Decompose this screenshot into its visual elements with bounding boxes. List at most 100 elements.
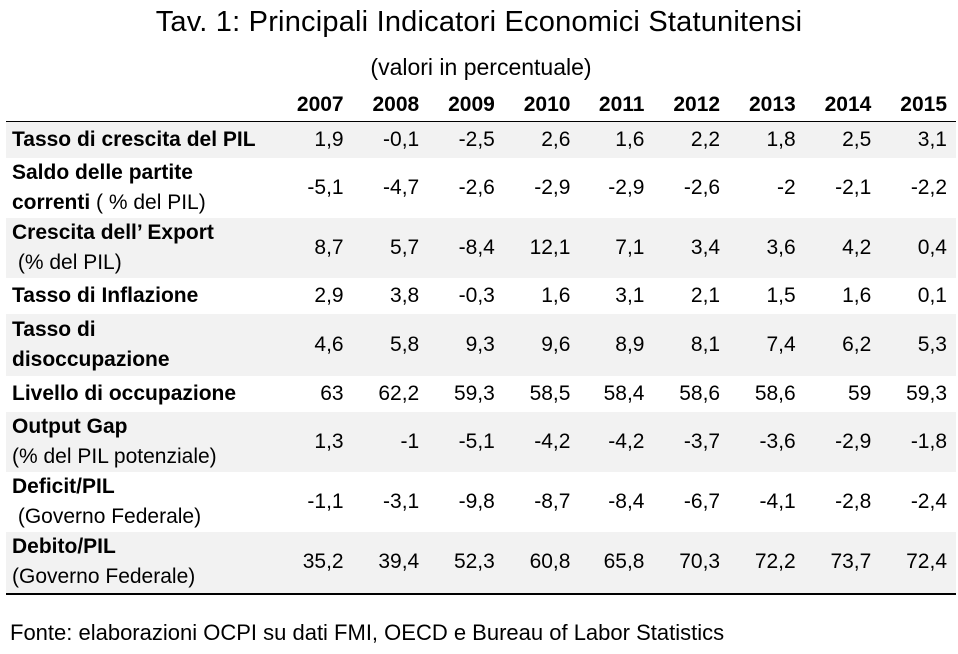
- row-label-main: Tasso di: [12, 317, 96, 341]
- value-cell: -9,8: [458, 489, 495, 513]
- row-label-main: Tasso di crescita del PIL: [12, 127, 256, 151]
- row-label-main: Deficit/PIL: [12, 474, 115, 498]
- value-cell: 52,3: [428, 531, 504, 595]
- value-cell: 2,9: [314, 283, 344, 307]
- year-header: 2015: [880, 89, 956, 122]
- source-note: Fonte: elaborazioni OCPI su dati FMI, OE…: [10, 620, 725, 645]
- table-body: Tasso di crescita del PIL 1,9 -0,1 -2,5 2,6 1…: [6, 121, 956, 595]
- row-label: Output Gap (% del PIL potenziale): [6, 411, 277, 472]
- value-cell: -2,4: [910, 489, 947, 513]
- value-cell: -2,9: [534, 175, 571, 199]
- value-cell: 59,3: [453, 381, 495, 405]
- value-cell: -1: [352, 411, 429, 472]
- value-cell: 2,5: [804, 121, 881, 158]
- value-cell: 58,6: [754, 381, 796, 405]
- value-cell: -2,9: [804, 411, 881, 472]
- row-label-main: Crescita dell’ Export: [12, 220, 214, 244]
- value-cell: -3,6: [729, 411, 805, 472]
- row-label-main: Saldo delle partite: [12, 160, 193, 184]
- value-cell: 1,6: [579, 121, 654, 158]
- value-cell: 58,6: [679, 381, 721, 405]
- value-cell: -2: [777, 175, 796, 199]
- value-cell: 73,7: [804, 531, 881, 595]
- indicators-table: 2007 2008 2009 2010 2011 2012 2013 2014 …: [6, 89, 956, 595]
- row-label-sub: (% del PIL potenziale): [12, 444, 217, 468]
- value-cell: 8,7: [277, 217, 353, 278]
- value-cell: 58,5: [529, 381, 571, 405]
- row-label-main: Debito/PIL: [12, 535, 116, 558]
- table-row: Debito/PIL (Governo Federale) 35,2 39,4 52,3…: [6, 531, 956, 595]
- row-label: Debito/PIL (Governo Federale): [6, 531, 277, 595]
- value-cell: 1,9: [277, 121, 353, 158]
- value-cell: 59,3: [906, 381, 947, 405]
- value-cell: -2,8: [835, 489, 872, 513]
- value-cell: 3,1: [880, 121, 956, 158]
- table-row: Livello di occupazione 63 62,2 59,3 58,5 58,4…: [6, 376, 956, 412]
- row-label: Tasso di crescita del PIL: [6, 121, 277, 158]
- row-label: Livello di occupazione: [6, 376, 277, 412]
- value-cell: -4,1: [759, 489, 796, 513]
- year-header: 2007: [277, 89, 353, 122]
- value-cell: 7,4: [729, 313, 805, 376]
- value-cell: 1,3: [277, 411, 353, 472]
- value-cell: 0,4: [880, 217, 956, 278]
- value-cell: 58,4: [603, 381, 645, 405]
- value-cell: 72,2: [729, 531, 805, 595]
- value-cell: 65,8: [579, 531, 654, 595]
- row-label-sub: (Governo Federale): [12, 504, 202, 528]
- value-cell: 39,4: [352, 531, 429, 595]
- year-header: 2009: [428, 89, 504, 122]
- value-cell: -4,2: [579, 411, 654, 472]
- table-row: Saldo delle partite correnti ( % del PIL)…: [6, 158, 956, 218]
- value-cell: -4,2: [503, 411, 580, 472]
- value-cell: 2,2: [653, 121, 730, 158]
- value-cell: -2,2: [910, 175, 947, 199]
- value-cell: 72,4: [880, 531, 956, 595]
- row-label-sub: (Governo Federale): [12, 565, 196, 588]
- table-subtitle: (valori in percentuale): [370, 54, 592, 80]
- value-cell: 62,2: [378, 381, 420, 405]
- value-cell: 5,3: [880, 313, 956, 376]
- table-row: Tasso di disoccupazione 4,6 5,8 9,3 9,6 8,9 8,1…: [6, 313, 956, 376]
- value-cell: 5,8: [352, 313, 429, 376]
- value-cell: -0,3: [458, 283, 495, 307]
- value-cell: -8,4: [608, 489, 645, 513]
- value-cell: -4,7: [383, 175, 420, 199]
- value-cell: -0,1: [352, 121, 429, 158]
- value-cell: 1,6: [842, 283, 872, 307]
- row-label: Saldo delle partite correnti ( % del PIL): [6, 158, 277, 218]
- value-cell: 4,2: [804, 217, 881, 278]
- row-label: Tasso di disoccupazione: [6, 313, 277, 376]
- row-label-sub: (% del PIL): [12, 250, 122, 274]
- value-cell: 9,3: [428, 313, 504, 376]
- row-label: Tasso di Inflazione: [6, 278, 277, 314]
- row-label: Deficit/PIL (Governo Federale): [6, 472, 277, 532]
- row-label-secondary: correnti ( % del PIL): [12, 188, 268, 218]
- value-cell: 8,1: [653, 313, 730, 376]
- table-row: Tasso di crescita del PIL 1,9 -0,1 -2,5 2,6 1…: [6, 121, 956, 158]
- value-cell: 60,8: [503, 531, 580, 595]
- row-label-sub: ( % del PIL): [90, 190, 206, 214]
- year-header: 2011: [579, 89, 654, 122]
- value-cell: 1,6: [541, 283, 571, 307]
- value-cell: -3,7: [653, 411, 730, 472]
- value-cell: 7,1: [579, 217, 654, 278]
- table-row: Crescita dell’ Export (% del PIL) 8,7 5,7-…: [6, 217, 956, 278]
- value-cell: -8,4: [428, 217, 504, 278]
- row-label-main: Output Gap: [12, 414, 128, 438]
- table-row: Output Gap (% del PIL potenziale) 1,3 -1 -5,…: [6, 411, 956, 472]
- year-header: 2013: [729, 89, 805, 122]
- year-header: 2012: [653, 89, 730, 122]
- value-cell: 63: [320, 381, 344, 405]
- row-label-main: Tasso di Inflazione: [12, 283, 199, 307]
- value-cell: 1,8: [729, 121, 805, 158]
- value-cell: -1,8: [880, 411, 956, 472]
- value-cell: 3,8: [390, 283, 420, 307]
- table-row: Deficit/PIL (Governo Federale) -1,1 -3,1 -9…: [6, 472, 956, 532]
- table-row: Tasso di Inflazione 2,9 3,8 -0,3 1,6 3,1 2,1 1,…: [6, 278, 956, 314]
- value-cell: 5,7: [352, 217, 429, 278]
- value-cell: 3,4: [653, 217, 730, 278]
- value-cell: -8,7: [534, 489, 571, 513]
- year-header: 2010: [503, 89, 580, 122]
- value-cell: 3,6: [729, 217, 805, 278]
